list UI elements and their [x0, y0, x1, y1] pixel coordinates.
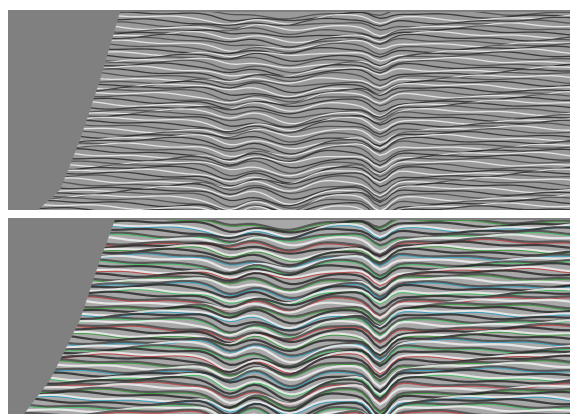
seismic-figure: [0, 0, 575, 414]
page: (() => { const data = JSON.parse(documen…: [0, 0, 575, 414]
